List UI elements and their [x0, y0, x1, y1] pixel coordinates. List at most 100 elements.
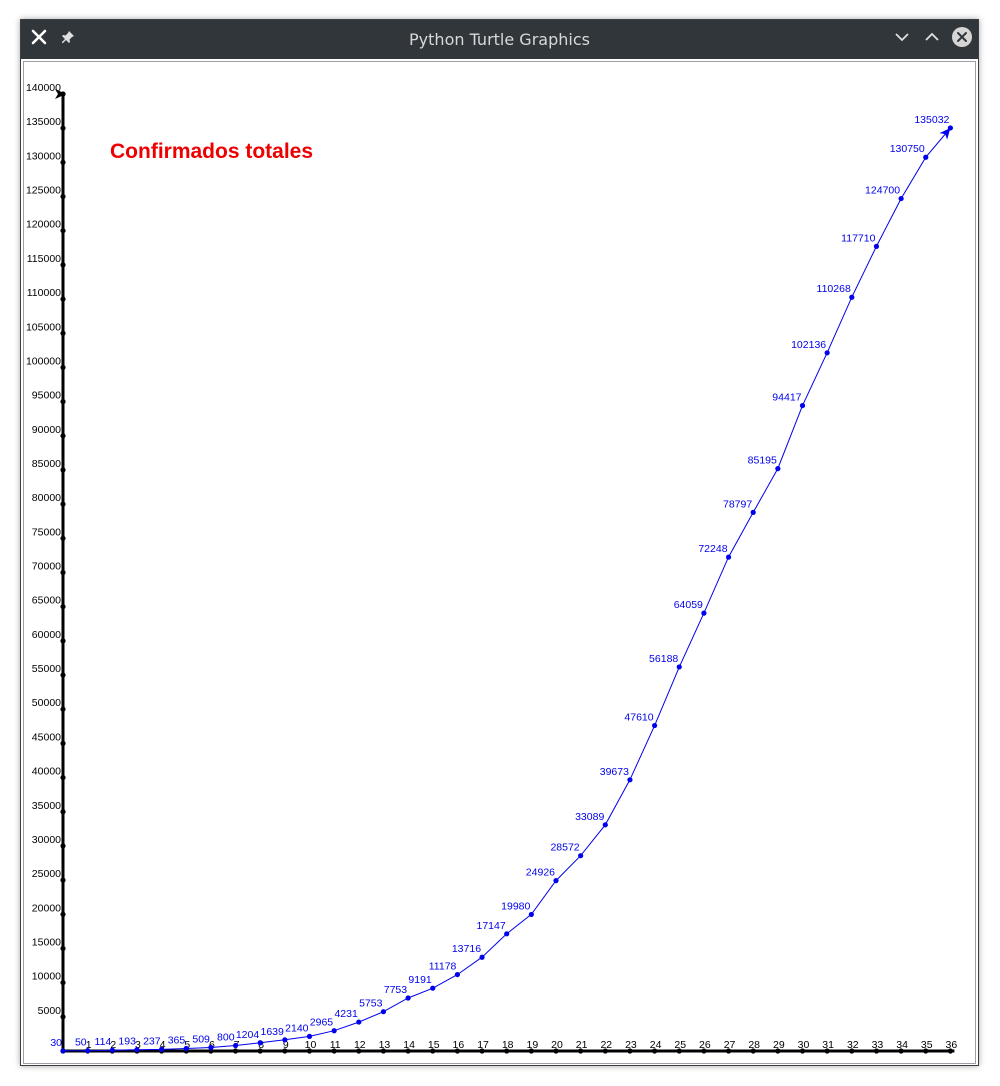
x-tick	[504, 1048, 510, 1054]
y-tick	[60, 877, 66, 883]
titlebar: Python Turtle Graphics	[21, 20, 978, 59]
y-tick	[60, 364, 66, 371]
y-tick-label: 130000	[26, 150, 61, 162]
data-label: 102136	[791, 339, 826, 351]
data-label: 193	[118, 1036, 136, 1048]
minimize-button[interactable]	[889, 26, 915, 52]
y-tick-label: 40000	[32, 766, 61, 778]
y-tick-label: 85000	[32, 458, 61, 470]
maximize-button[interactable]	[919, 26, 945, 52]
data-label: 117710	[841, 232, 875, 244]
y-tick-label: 80000	[32, 492, 61, 504]
data-label: 47610	[624, 712, 653, 724]
y-tick	[60, 467, 66, 473]
chevron-down-icon	[894, 29, 910, 49]
y-tick-label: 10000	[32, 971, 61, 983]
y-tick-label: 90000	[32, 424, 61, 436]
y-tick-label: 15000	[32, 936, 61, 948]
x-tick-label: 32	[847, 1039, 859, 1051]
data-point	[701, 610, 707, 616]
data-label: 509	[192, 1034, 210, 1046]
data-point	[109, 1047, 115, 1053]
x-tick	[553, 1048, 559, 1054]
x-tick-label: 20	[551, 1039, 563, 1051]
y-tick	[60, 501, 66, 507]
x-tick-label: 5	[184, 1039, 190, 1051]
y-tick-label: 25000	[32, 868, 61, 880]
x-tick	[528, 1048, 534, 1054]
data-point	[134, 1047, 140, 1053]
x-tick	[479, 1048, 485, 1054]
x-tick-label: 35	[921, 1039, 933, 1051]
y-tick	[60, 911, 66, 917]
x-tick-label: 23	[625, 1039, 637, 1051]
y-tick	[60, 945, 66, 952]
data-point	[405, 995, 411, 1001]
x-tick-label: 17	[477, 1039, 489, 1051]
data-label: 13716	[452, 943, 481, 955]
y-tick-label: 120000	[26, 219, 61, 231]
data-point	[775, 466, 781, 472]
x-tick-label: 30	[798, 1039, 810, 1051]
x-tick	[725, 1048, 732, 1054]
x-tick-label: 6	[209, 1039, 215, 1051]
x-tick	[282, 1048, 288, 1054]
data-label: 85195	[748, 455, 777, 467]
x-tick	[898, 1048, 904, 1054]
x-tick	[750, 1048, 756, 1054]
data-label: 365	[168, 1035, 186, 1047]
y-tick	[60, 1014, 66, 1020]
x-tick	[331, 1048, 337, 1054]
chart-title: Confirmados totales	[110, 140, 313, 163]
y-tick	[60, 809, 66, 815]
turtle-window: Python Turtle Graphics 5000 10000 15000 200…	[20, 19, 979, 1066]
close-button[interactable]	[949, 26, 975, 52]
data-point	[454, 971, 460, 978]
turtle-canvas[interactable]: 5000 10000 15000 20000 25000 30000 35000 40000 4…	[23, 61, 976, 1064]
y-tick-label: 75000	[32, 526, 61, 538]
y-tick-label: 5000	[38, 1005, 62, 1017]
data-label: 110268	[817, 283, 851, 295]
x-tick	[430, 1048, 436, 1054]
data-label: 72248	[698, 543, 727, 555]
x-tick-label: 9	[283, 1039, 289, 1051]
data-label: 9191	[408, 974, 432, 986]
data-point	[602, 822, 608, 828]
data-label: 5753	[359, 998, 383, 1010]
data-point	[60, 1048, 66, 1054]
y-tick-label: 100000	[26, 355, 61, 367]
data-point	[257, 1040, 263, 1046]
data-point	[553, 878, 559, 884]
data-point	[183, 1045, 189, 1052]
x-tick-label: 29	[773, 1039, 785, 1051]
data-point	[306, 1033, 313, 1039]
y-tick	[60, 296, 66, 302]
close-left-button[interactable]	[26, 26, 52, 52]
data-label: 78797	[723, 498, 752, 510]
data-point	[528, 911, 534, 918]
data-label: 56188	[649, 653, 678, 665]
data-point	[873, 243, 880, 249]
x-tick-label: 10	[305, 1039, 317, 1051]
y-tick-label: 115000	[27, 253, 61, 265]
y-tick-label: 35000	[32, 800, 61, 812]
y-tick	[60, 433, 66, 439]
x-tick	[947, 1048, 954, 1054]
x-tick-label: 24	[650, 1039, 662, 1051]
y-tick	[60, 228, 66, 234]
y-tick-label: 125000	[26, 185, 61, 197]
data-label: 64059	[674, 599, 703, 611]
data-label: 124700	[865, 185, 900, 197]
x-tick	[873, 1048, 880, 1054]
data-label: 4231	[334, 1008, 358, 1020]
y-tick	[60, 159, 66, 165]
chevron-up-icon	[924, 29, 940, 49]
data-label: 237	[143, 1035, 161, 1047]
data-point	[208, 1044, 214, 1051]
pin-button[interactable]	[55, 26, 81, 52]
x-tick	[602, 1048, 608, 1054]
window-title: Python Turtle Graphics	[409, 30, 590, 49]
y-tick	[60, 193, 66, 200]
y-tick	[60, 535, 66, 541]
y-tick-label: 65000	[32, 595, 61, 607]
